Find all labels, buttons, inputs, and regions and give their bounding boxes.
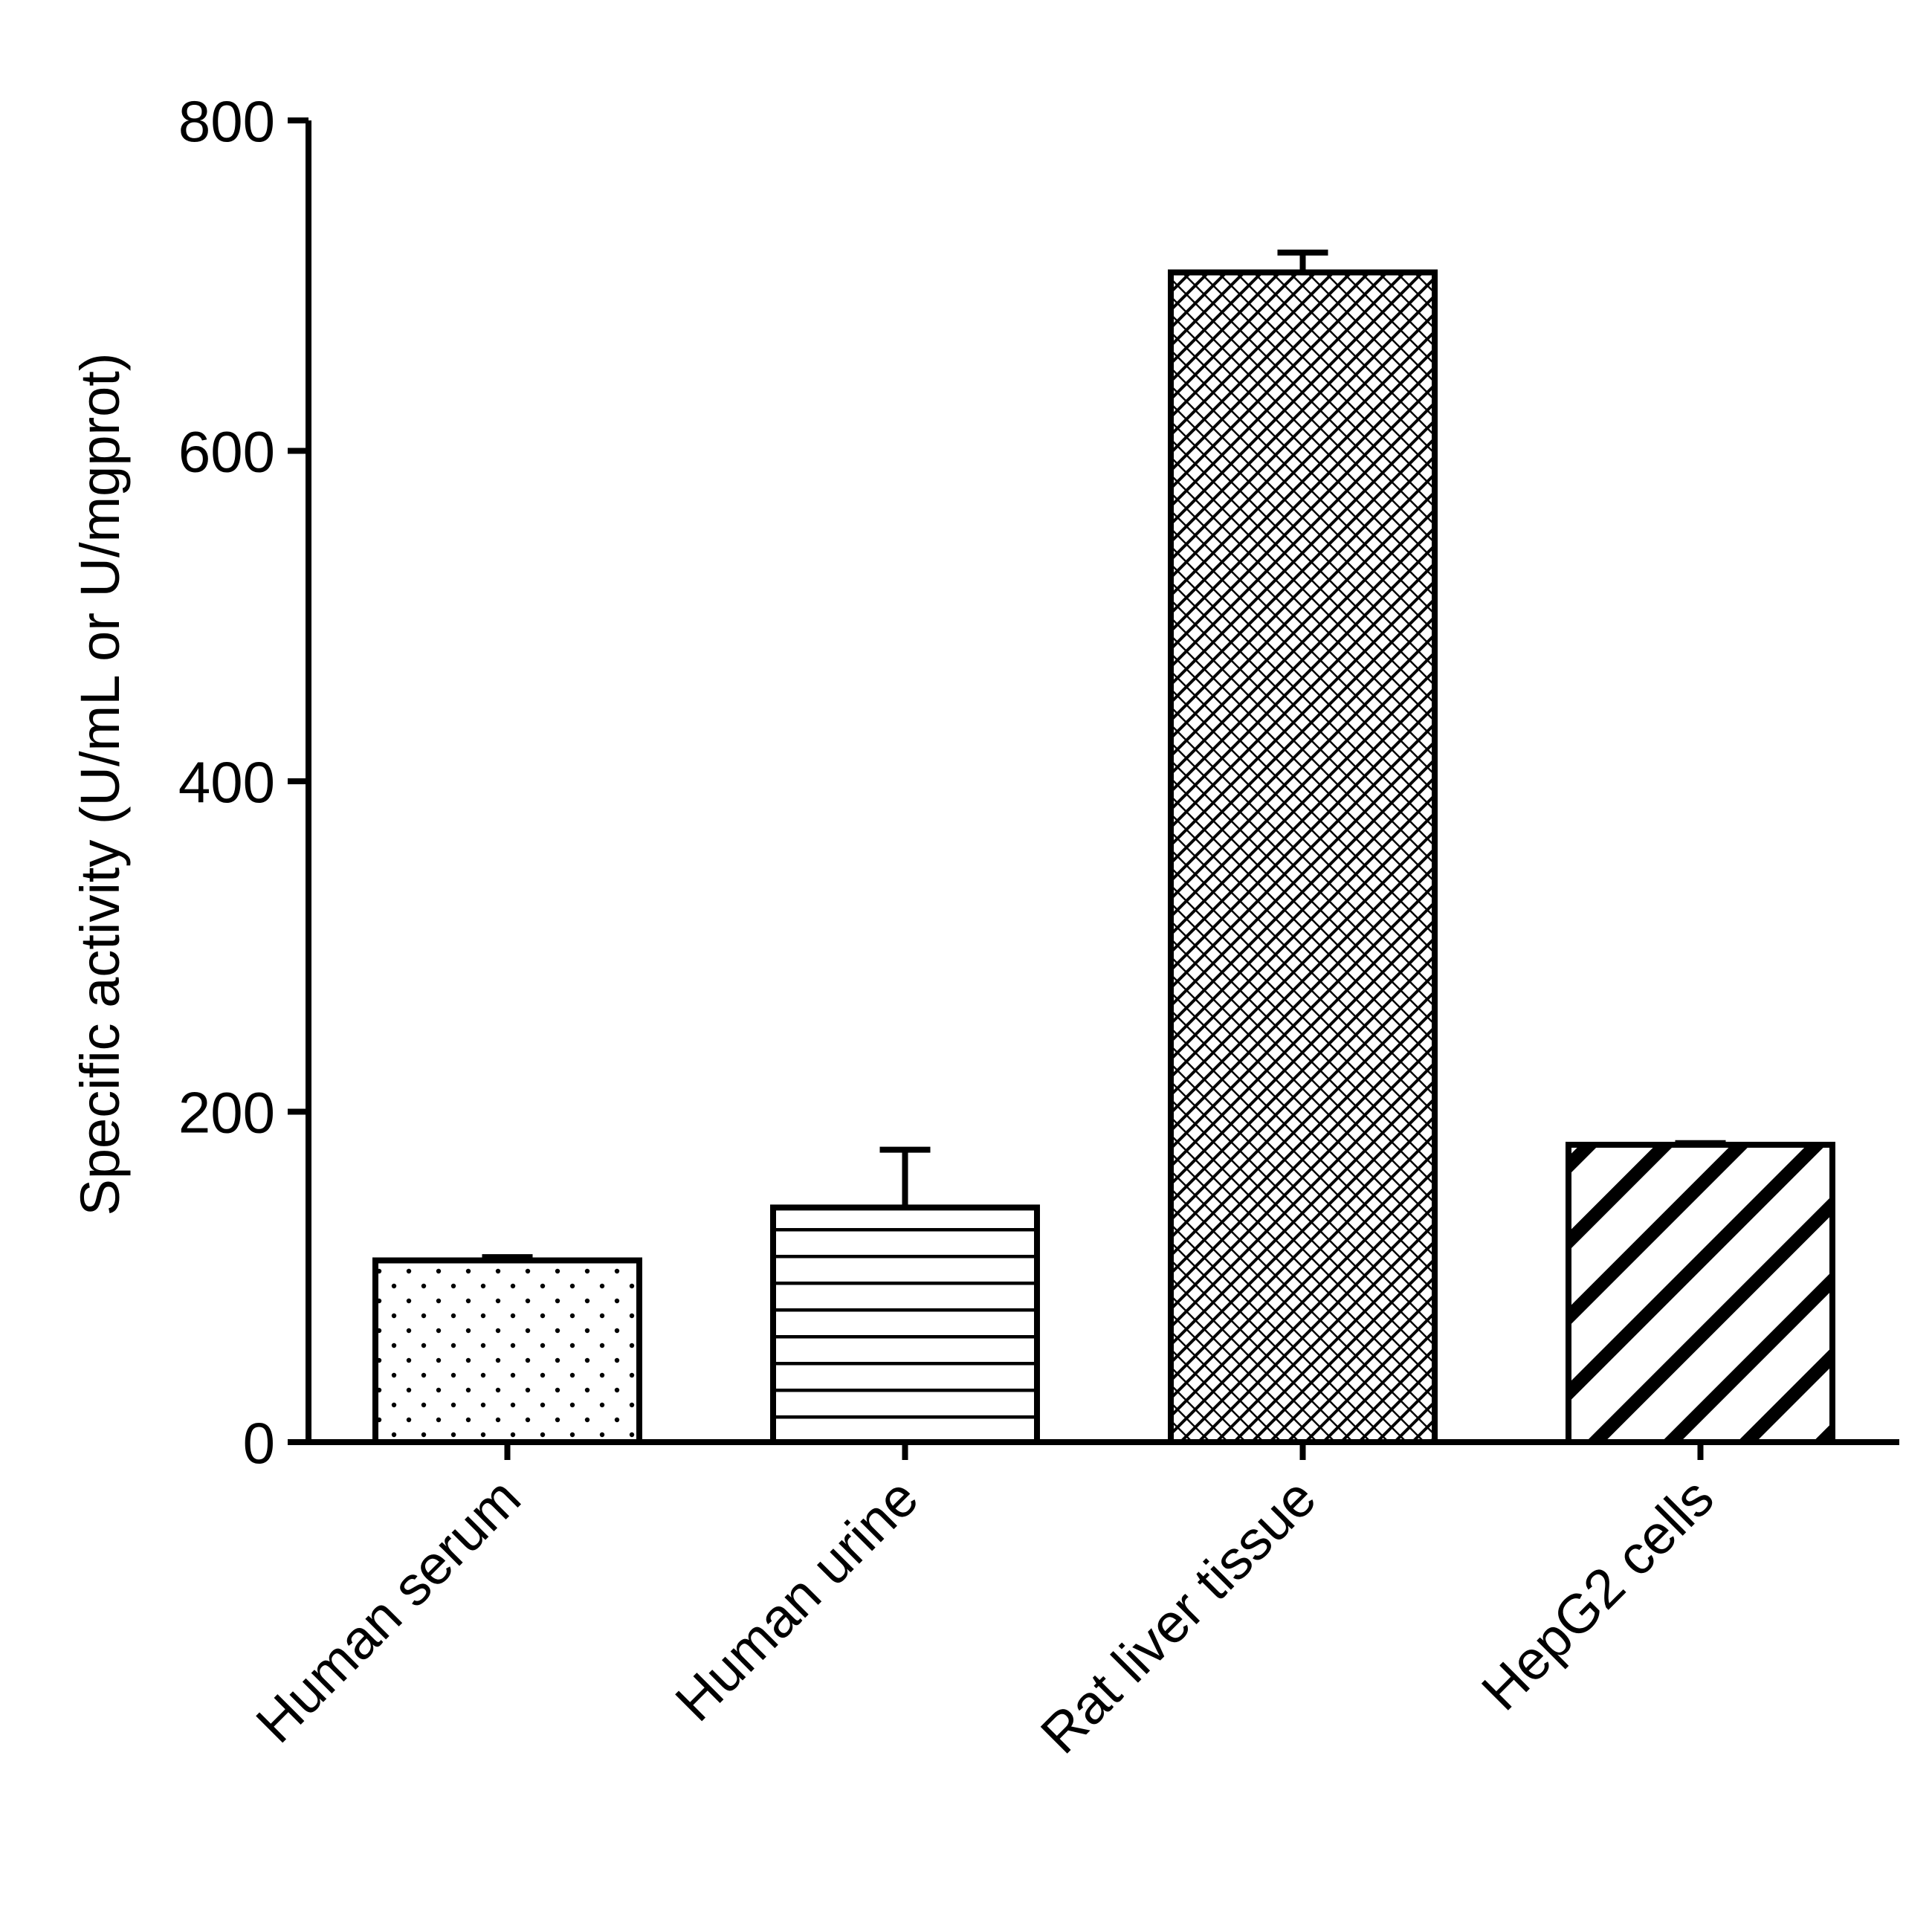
y-tick-label: 600: [178, 419, 275, 485]
x-category-label: Rat liver tissue: [1029, 1467, 1328, 1766]
bar-human-urine: [770, 1204, 1040, 1446]
x-category-label: Human serum: [245, 1467, 532, 1754]
x-category-label: HepG2 cells: [1470, 1467, 1725, 1722]
bar-hepg2-cells: [1566, 1141, 1835, 1445]
bar-rat-liver-tissue: [1168, 269, 1438, 1446]
y-axis-label: Specific activity (U/mL or U/mgprot): [69, 353, 131, 1216]
y-tick-label: 400: [178, 749, 275, 815]
bar-human-serum: [372, 1257, 642, 1446]
y-tick-label: 0: [243, 1410, 275, 1476]
y-tick-label: 800: [178, 88, 275, 154]
y-tick-label: 200: [178, 1080, 275, 1146]
x-category-label: Human urine: [664, 1467, 930, 1733]
